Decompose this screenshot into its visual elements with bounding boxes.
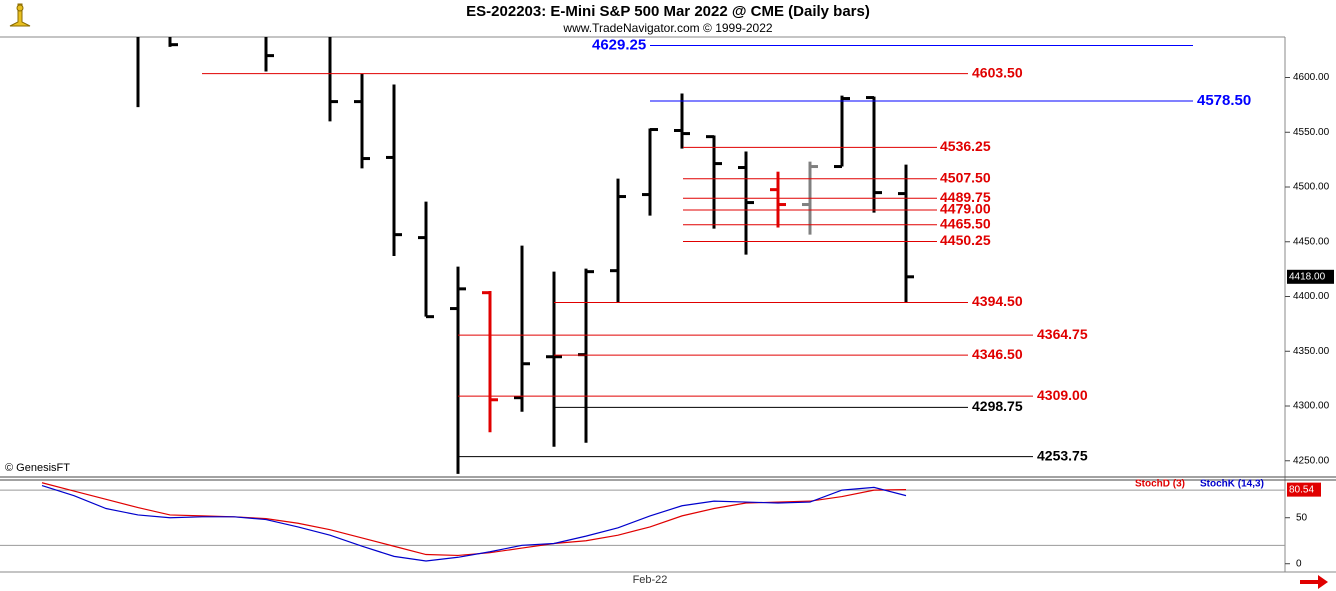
level-label: 4364.75: [1037, 326, 1088, 342]
x-tick-label: Feb-22: [633, 574, 668, 586]
level-label: 4507.50: [940, 170, 991, 186]
logo: [9, 3, 31, 27]
level-label: 4450.25: [940, 232, 991, 248]
level-label: 4394.50: [972, 293, 1023, 309]
y-tick-label: 4400.00: [1293, 291, 1330, 302]
level-label: 4253.75: [1037, 447, 1088, 463]
last-value-box: [1287, 482, 1321, 497]
legend-label: StochD (3): [1135, 479, 1185, 490]
y-tick-label: 4300.00: [1293, 401, 1330, 412]
level-label: 4346.50: [972, 346, 1023, 362]
level-label: 4298.75: [972, 398, 1023, 414]
last-value-label: 80.54: [1289, 484, 1314, 495]
level-label: 4603.50: [972, 64, 1023, 80]
chart-title: ES-202203: E-Mini S&P 500 Mar 2022 @ CME…: [466, 3, 870, 20]
y-tick-label: 4600.00: [1293, 72, 1330, 83]
level-label: 4465.50: [940, 215, 991, 231]
last-price-label: 4418.00: [1289, 271, 1326, 282]
level-label: 4479.00: [940, 201, 991, 217]
y-tick-label: 4450.00: [1293, 236, 1330, 247]
y-tick-label: 4500.00: [1293, 182, 1330, 193]
y-tick-label: 4350.00: [1293, 346, 1330, 357]
scroll-arrow[interactable]: [1300, 575, 1328, 589]
stoch-line: [41, 484, 907, 562]
y-tick-label: 0: [1296, 558, 1302, 569]
last-price-box: [1287, 269, 1334, 284]
y-tick-label: 50: [1296, 512, 1308, 523]
chart-subtitle: www.TradeNavigator.com © 1999-2022: [562, 21, 772, 35]
y-tick-label: 4550.00: [1293, 127, 1330, 138]
level-label: 4489.75: [940, 189, 991, 205]
level-label: 4578.50: [1197, 92, 1251, 109]
copyright: © GenesisFT: [5, 462, 70, 474]
y-tick-label: 4250.00: [1293, 455, 1330, 466]
level-label: 4536.25: [940, 138, 991, 154]
legend-label: StochK (14,3): [1200, 479, 1264, 490]
level-label: 4629.25: [592, 36, 646, 53]
level-label: 4309.00: [1037, 387, 1088, 403]
price-plot: [136, 37, 914, 474]
